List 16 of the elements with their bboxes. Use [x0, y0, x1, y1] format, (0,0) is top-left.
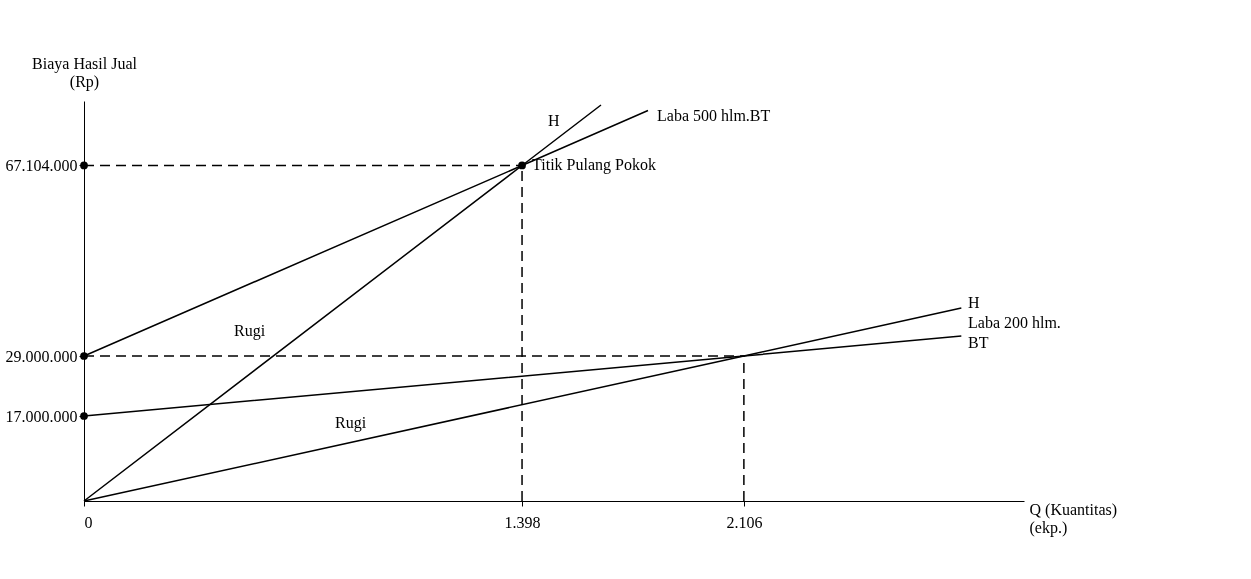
annotation: Laba 500 hlm.BT [657, 107, 771, 124]
x-tick-label: 2.106 [726, 513, 763, 531]
annotation: Rugi [234, 322, 266, 340]
y-tick-label: 17.000.000 [5, 407, 78, 425]
annotation: BT [968, 334, 989, 351]
y-tick-label: 29.000.000 [5, 347, 78, 365]
annotation: Rugi [335, 414, 367, 432]
x-tick-label: 1.398 [504, 513, 541, 531]
x-tick-label: 0 [84, 513, 93, 531]
y-axis-title: Biaya Hasil Jual (Rp) [32, 54, 138, 91]
annotation: H [968, 294, 980, 311]
annotation: Laba 200 hlm. [968, 314, 1061, 331]
annotation: Titik Pulang Pokok [532, 156, 656, 175]
annotation: H [548, 112, 560, 129]
y-tick-label: 67.104.000 [5, 156, 78, 174]
x-axis-title: Q (Kuantitas) (ekp.) [1029, 500, 1118, 537]
